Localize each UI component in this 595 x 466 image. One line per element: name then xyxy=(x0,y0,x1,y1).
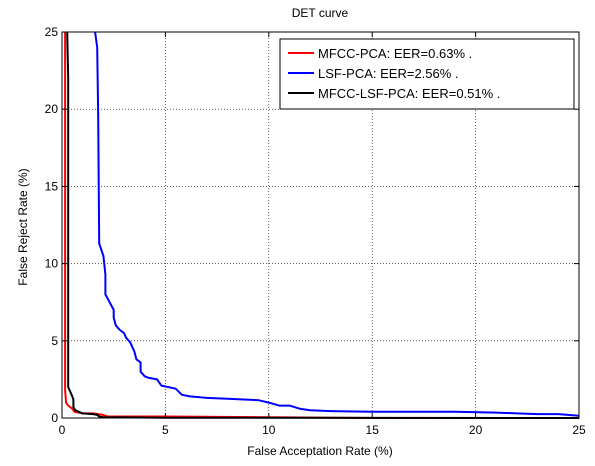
chart-title: DET curve xyxy=(292,6,349,20)
series-line-2 xyxy=(94,31,580,417)
y-axis-label: False Reject Rate (%) xyxy=(16,168,30,285)
legend-entry: LSF-PCA: EER=2.56% . xyxy=(318,66,459,81)
legend-box xyxy=(279,38,575,110)
x-axis-label: False Acceptation Rate (%) xyxy=(247,444,392,458)
series-line-3 xyxy=(66,31,580,419)
y-tick-label: 0 xyxy=(51,411,58,425)
y-tick-label: 25 xyxy=(45,25,59,39)
legend-entry: MFCC-LSF-PCA: EER=0.51% . xyxy=(318,86,500,101)
x-tick-label: 15 xyxy=(366,423,380,437)
axis-ticks: 0 5 10 15 20 25 0 5 10 15 20 25 xyxy=(45,25,586,437)
y-tick-label: 15 xyxy=(45,179,59,193)
y-tick-label: 5 xyxy=(51,334,58,348)
y-tick-label: 20 xyxy=(45,102,59,116)
y-tick-label: 10 xyxy=(45,257,59,271)
legend: MFCC-PCA: EER=0.63% . LSF-PCA: EER=2.56% … xyxy=(279,38,575,110)
x-tick-label: 5 xyxy=(162,423,169,437)
legend-entry: MFCC-PCA: EER=0.63% . xyxy=(318,46,472,61)
x-tick-label: 25 xyxy=(572,423,586,437)
plot-area-frame xyxy=(61,31,580,419)
x-tick-label: 20 xyxy=(469,423,483,437)
x-tick-label: 10 xyxy=(262,423,276,437)
x-tick-label: 0 xyxy=(59,423,66,437)
series-lines xyxy=(64,31,580,419)
